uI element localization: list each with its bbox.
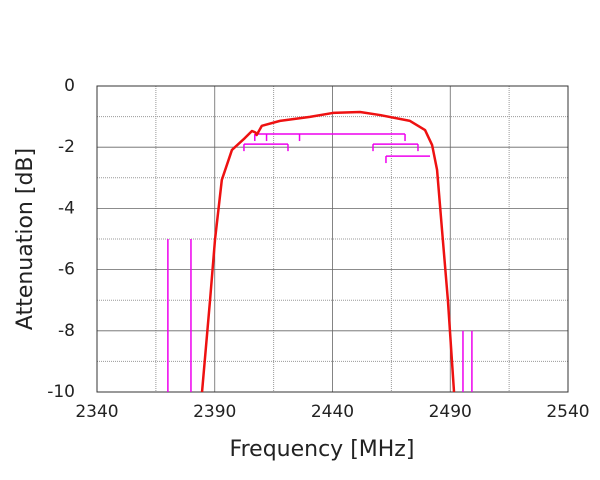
x-axis-label: Frequency [MHz] <box>230 437 415 462</box>
y-tick-label: -6 <box>58 260 75 280</box>
plot-frame <box>96 85 569 393</box>
y-tick-label: -8 <box>58 321 75 341</box>
x-tick-label: 2340 <box>75 402 118 422</box>
y-tick-label: -4 <box>58 198 75 218</box>
response-curve <box>200 110 456 393</box>
y-axis-label: Attenuation [dB] <box>13 148 38 330</box>
x-tick-label: 2390 <box>193 402 236 422</box>
y-tick-label: -10 <box>47 382 75 402</box>
y-tick-label: 0 <box>64 76 75 96</box>
y-tick-label: -2 <box>58 137 75 157</box>
x-tick-label: 2440 <box>311 402 354 422</box>
x-tick-label: 2540 <box>546 402 589 422</box>
x-tick-label: 2490 <box>429 402 472 422</box>
